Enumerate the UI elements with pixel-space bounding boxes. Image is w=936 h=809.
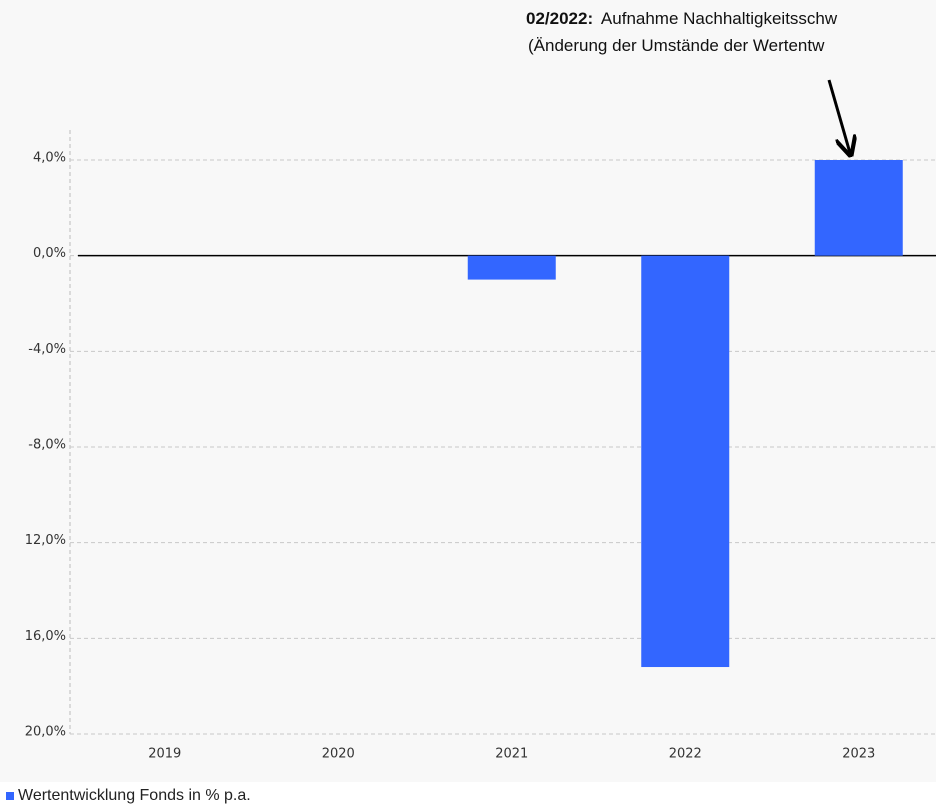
y-tick-label: 12,0% xyxy=(25,533,66,548)
plot-background xyxy=(0,0,936,782)
annotation-date: 02/2022: xyxy=(526,9,593,28)
y-tick-label: -4,0% xyxy=(28,342,66,357)
x-tick-label: 2020 xyxy=(322,747,355,762)
y-tick-label: 4,0% xyxy=(33,151,66,166)
x-tick-label: 2023 xyxy=(842,747,875,762)
bar xyxy=(641,255,730,668)
x-tick-label: 2021 xyxy=(495,747,528,762)
annotation: 02/2022: Aufnahme Nachhaltigkeitsschw xyxy=(526,9,838,28)
annotation-line: Aufnahme Nachhaltigkeitsschw xyxy=(601,9,838,28)
y-tick-label: -8,0% xyxy=(28,438,66,453)
y-tick-label: 20,0% xyxy=(25,725,66,740)
legend-label: Wertentwicklung Fonds in % p.a. xyxy=(18,787,251,804)
y-tick-label: 0,0% xyxy=(33,246,66,261)
annotation-arrow xyxy=(827,79,850,153)
bar xyxy=(814,160,903,256)
y-tick-label: 16,0% xyxy=(25,629,66,644)
legend-swatch xyxy=(6,792,14,800)
x-tick-label: 2022 xyxy=(669,747,702,762)
annotation-line: (Änderung der Umstände der Wertentw xyxy=(528,36,825,55)
x-tick-label: 2019 xyxy=(148,747,181,762)
bar xyxy=(467,255,556,280)
